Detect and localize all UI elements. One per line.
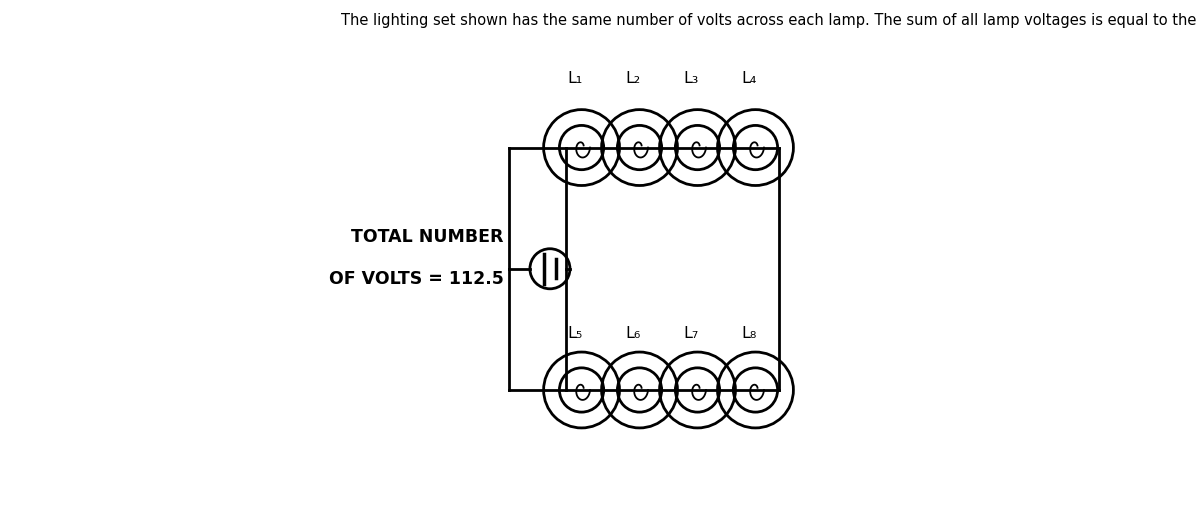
Text: L₅: L₅: [568, 327, 583, 341]
Text: L₇: L₇: [684, 327, 698, 341]
Text: OF VOLTS = 112.5: OF VOLTS = 112.5: [329, 270, 504, 288]
Text: L₆: L₆: [625, 327, 641, 341]
Text: The lighting set shown has the same number of volts across each lamp. The sum of: The lighting set shown has the same numb…: [341, 13, 1200, 28]
Text: L₈: L₈: [742, 327, 757, 341]
Text: L₄: L₄: [742, 71, 757, 86]
Text: L₂: L₂: [625, 71, 641, 86]
Text: L₃: L₃: [684, 71, 698, 86]
Text: TOTAL NUMBER: TOTAL NUMBER: [352, 228, 504, 246]
Text: L₁: L₁: [568, 71, 583, 86]
